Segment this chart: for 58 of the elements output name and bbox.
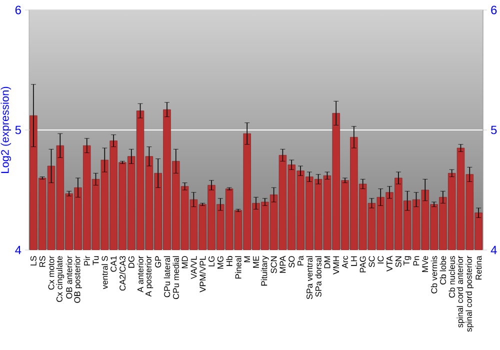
- x-tick-label: Retina: [475, 256, 482, 280]
- x-tick-label: Hb: [226, 256, 232, 266]
- x-tick-label: Pa: [298, 256, 304, 266]
- x-tick-label: Pn: [413, 256, 420, 266]
- x-tick-label: VPM/VPL: [199, 256, 206, 292]
- x-tick-label: Cb lobe: [440, 256, 446, 284]
- x-tick-label: VA/VL: [190, 256, 197, 280]
- x-tick-label: SPa ventral: [306, 256, 313, 300]
- x-tick-label: A anterior: [137, 256, 144, 292]
- x-tick-label: OB anterior: [66, 256, 72, 299]
- x-tick-label: DM: [324, 256, 330, 268]
- x-tick-label: CPu lateral: [164, 256, 170, 298]
- y-tick-label: 6: [15, 6, 21, 14]
- x-tick-label: Cb nucleus: [448, 256, 455, 298]
- x-tick-label: PAG: [360, 256, 366, 272]
- x-tick-label: SC: [368, 256, 375, 268]
- x-tick-label: OB posterior: [74, 256, 82, 303]
- x-tick-label: SN: [395, 256, 402, 268]
- x-tick-label: Cb vermis: [430, 256, 438, 294]
- x-tick-label: MD: [182, 256, 188, 268]
- x-tick-label: VTA: [386, 256, 392, 272]
- x-tick-label: VMH: [333, 256, 340, 274]
- x-tick-label: MG: [217, 256, 224, 269]
- x-tick-label: GP: [155, 256, 162, 268]
- x-tick-label: CA1: [110, 256, 117, 272]
- x-tick-label: M: [244, 256, 250, 262]
- x-tick-label: Tg: [404, 256, 412, 266]
- x-tick-label: Cx cingulate: [56, 256, 64, 302]
- x-tick-label: CA2/CA3: [119, 256, 126, 291]
- x-tick-label: RS: [39, 256, 46, 267]
- x-tick-label: LH: [351, 256, 357, 266]
- y-axis-title: Log2 (expression): [0, 86, 11, 173]
- x-tick-label: Pir: [84, 256, 90, 266]
- y-tick-label: 4: [15, 246, 22, 254]
- x-tick-label: Pineal: [235, 256, 242, 279]
- x-tick-label: LS: [30, 256, 36, 266]
- x-tick-label: MVe: [422, 256, 428, 272]
- x-tick-label: spinal cord anterior: [456, 256, 465, 328]
- x-tick-label: Arc: [342, 256, 348, 268]
- x-tick-label: Pituitary: [260, 256, 269, 286]
- y2-tick-label: 4: [490, 246, 497, 254]
- x-tick-label: SCN: [270, 256, 277, 274]
- x-tick-label: A posterior: [145, 256, 154, 297]
- x-tick-label: MPA: [280, 256, 286, 273]
- x-tick-label: SO: [288, 256, 295, 268]
- x-tick-label: DG: [128, 256, 134, 268]
- y2-tick-label: 6: [491, 6, 497, 14]
- x-tick-label: ME: [253, 256, 259, 268]
- x-tick-label: ventral S: [102, 256, 108, 290]
- y2-tick-label: 5: [491, 126, 497, 134]
- x-tick-label: IC: [378, 256, 384, 264]
- x-tick-label: CPu medial: [172, 256, 179, 300]
- x-tick-label: spinal cord posterior: [466, 256, 474, 332]
- x-tick-label: SPa dorsal: [315, 256, 322, 297]
- x-tick-label: LG: [208, 256, 214, 266]
- x-tick-label: Cx motor: [48, 256, 54, 290]
- x-tick-label: Tu: [92, 256, 99, 266]
- y-tick-label: 5: [15, 126, 21, 134]
